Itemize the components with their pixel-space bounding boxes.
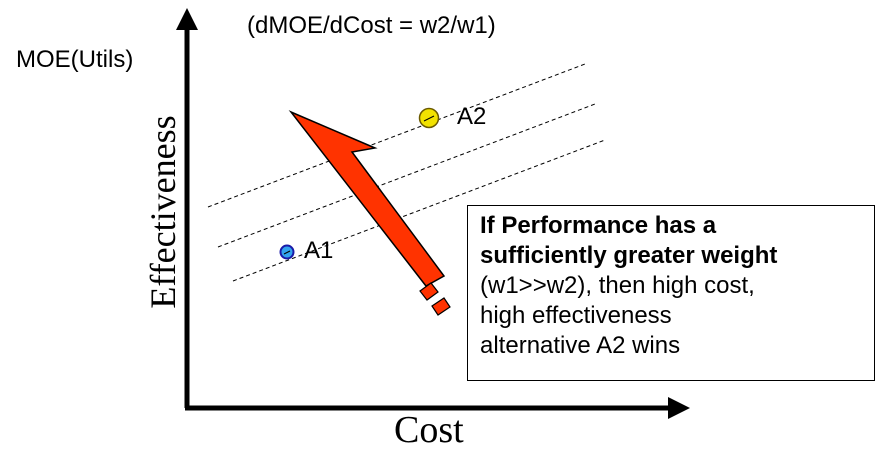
callout-line-1: If Performance has a — [480, 212, 717, 239]
iso-utility-line-middle — [217, 103, 596, 248]
y-axis-title: Effectiveness — [143, 115, 183, 309]
slope-equation: (dMOE/dCost = w2/w1) — [247, 12, 496, 39]
iso-utility-line-lower — [232, 139, 606, 282]
y-unit-label: MOE(Utils) — [16, 46, 134, 73]
alternative-a1-label: A1 — [304, 237, 334, 264]
preference-arrow-tail-dash-2 — [431, 297, 451, 316]
x-axis-arrowhead — [668, 397, 690, 419]
iso-utility-line-upper — [207, 63, 586, 208]
callout-line-5: alternative A2 wins — [480, 332, 681, 359]
callout-box: If Performance has a sufficiently greate… — [467, 205, 875, 381]
y-axis-arrowhead — [176, 8, 198, 30]
preference-arrow-body — [288, 110, 446, 287]
callout-line-2: sufficiently greater weight — [480, 242, 778, 269]
callout-line-3: (w1>>w2), then high cost, — [480, 272, 755, 299]
preference-arrow-tail-dash-1 — [419, 282, 439, 301]
preference-arrow — [288, 110, 451, 316]
alternative-a2-label: A2 — [457, 103, 487, 130]
callout-line-4: high effectiveness — [480, 302, 672, 329]
x-axis-title: Cost — [394, 409, 464, 451]
